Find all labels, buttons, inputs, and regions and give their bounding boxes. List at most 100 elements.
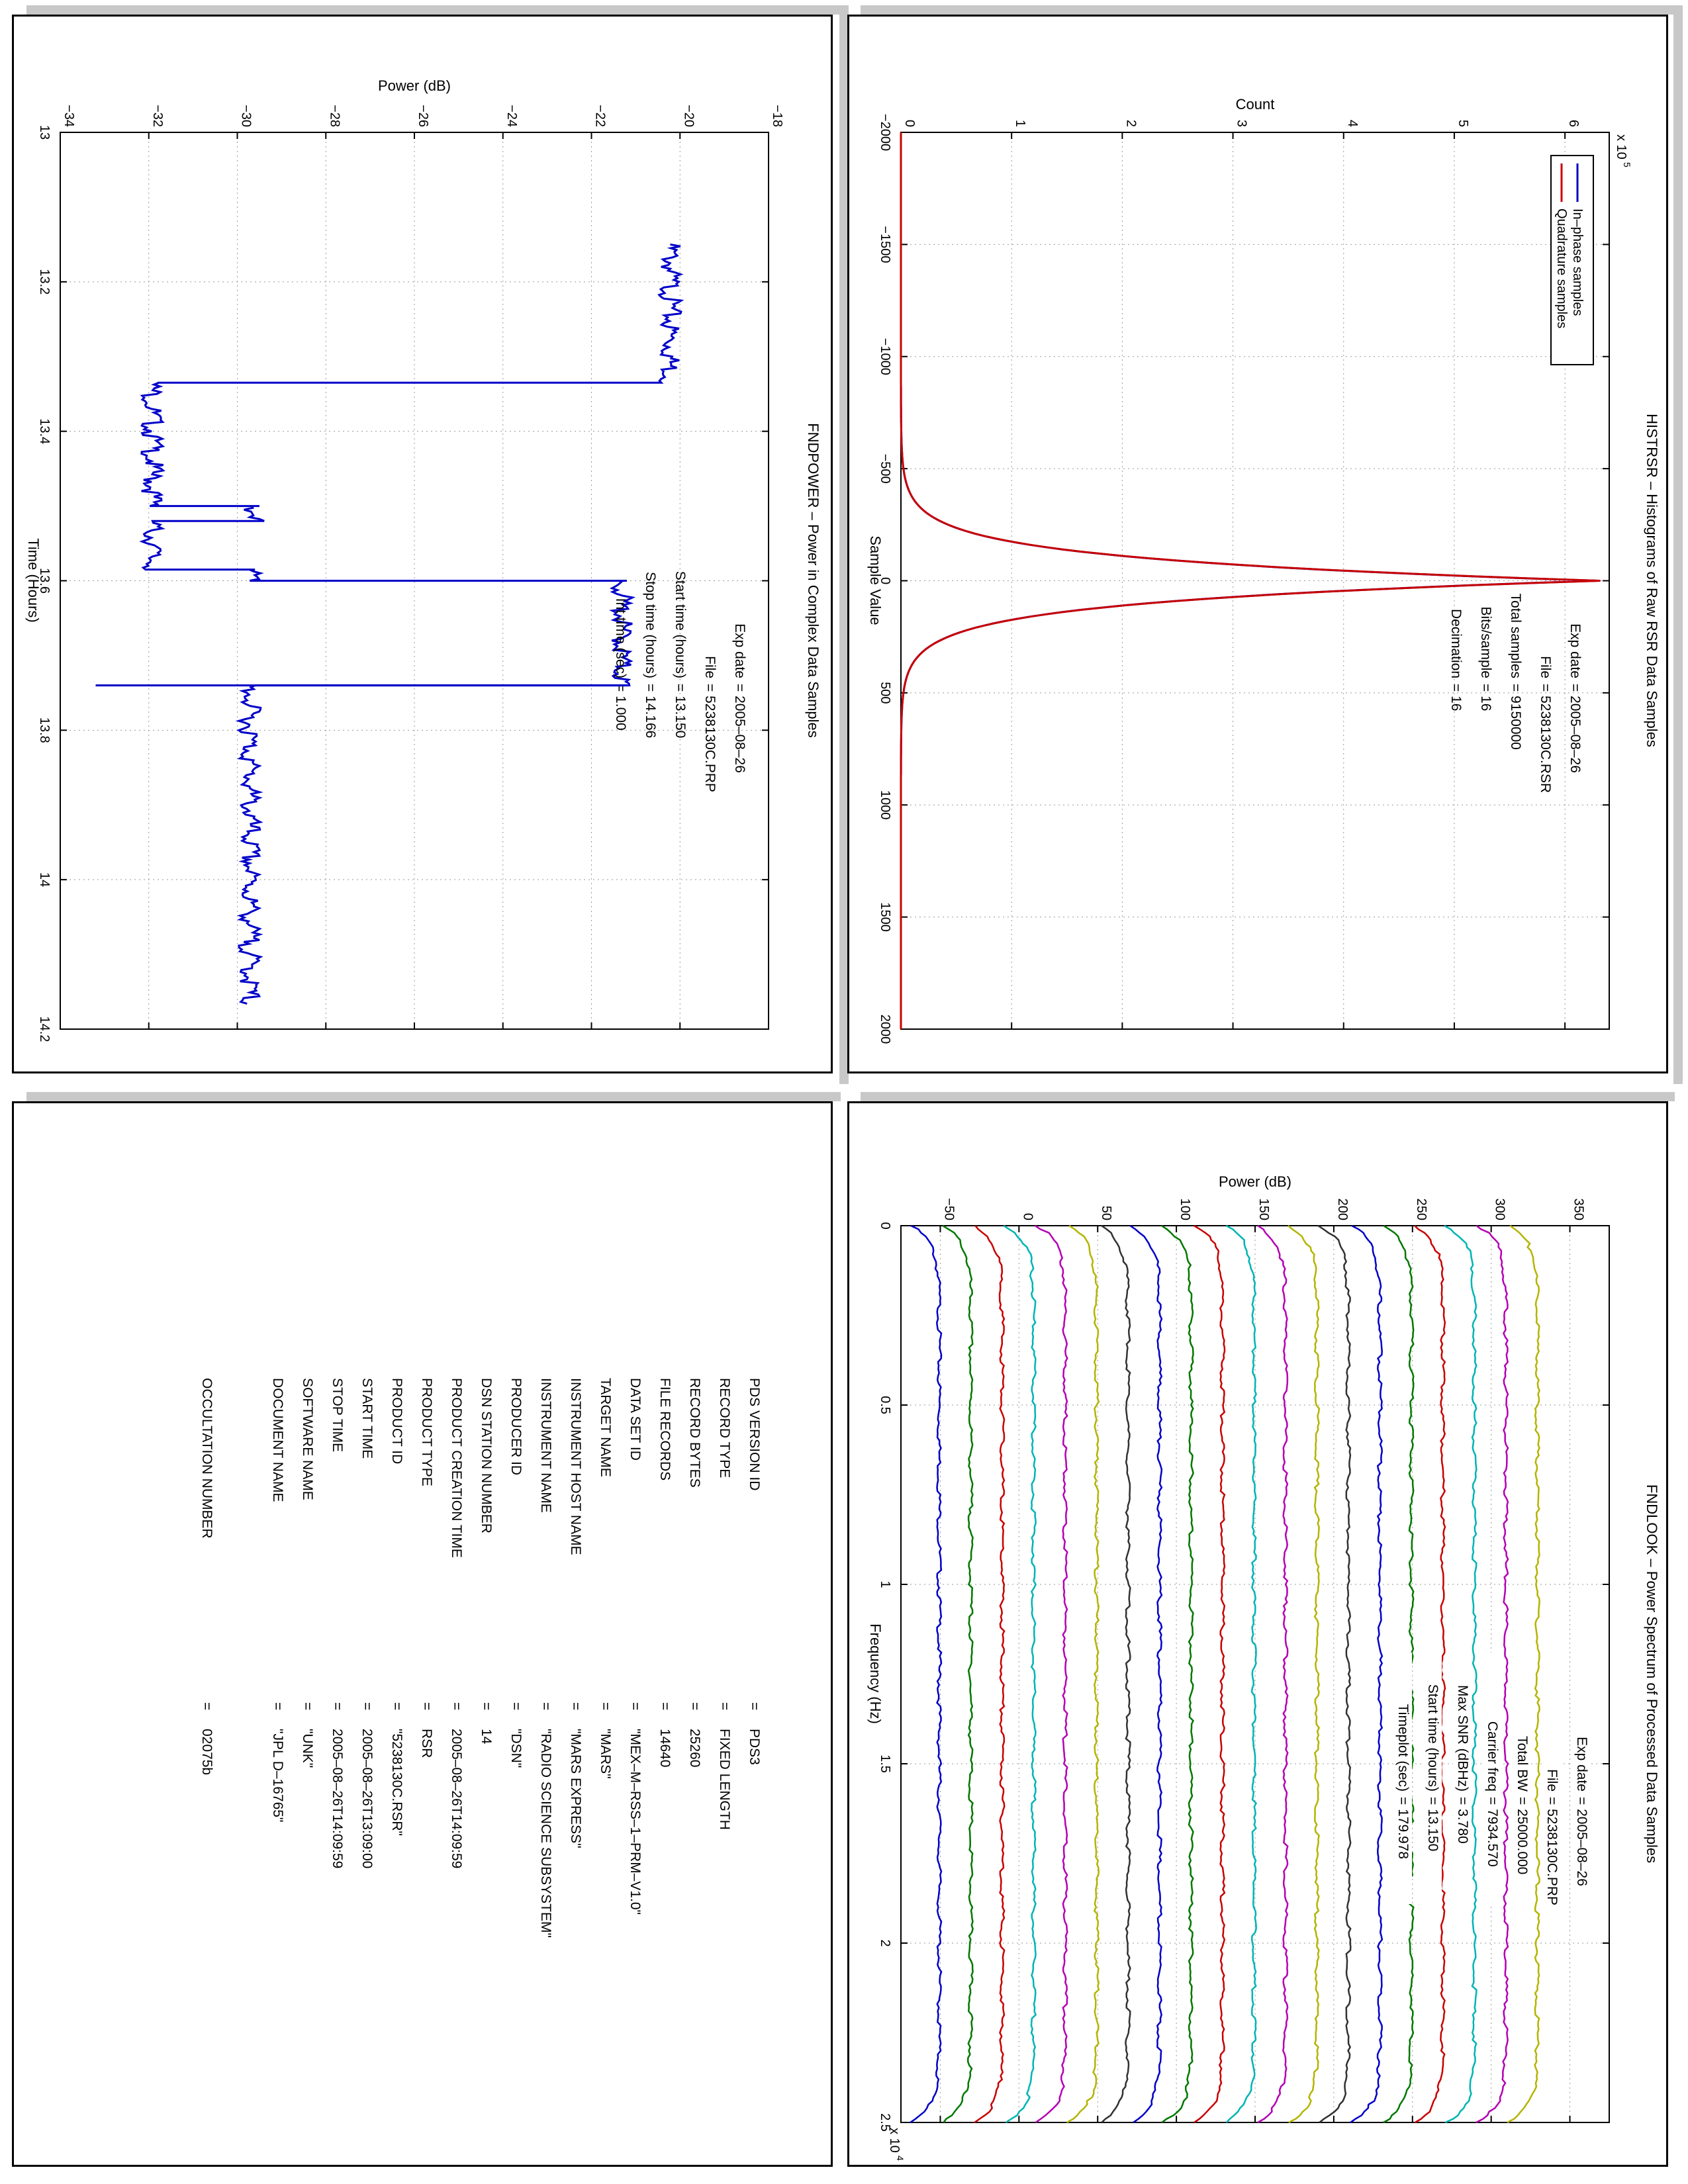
chart-title: HISTRSR – Histograms of Raw RSR Data Sam… <box>1644 414 1660 747</box>
x-tick-label: −2000 <box>878 114 892 151</box>
label-key: SOFTWARE NAME <box>300 1378 315 1500</box>
label-row: OCCULTATION NUMBER = 02075b <box>199 1378 214 1775</box>
legend-label-quadrature: Quadrature samples <box>1554 208 1569 328</box>
info-label: Decimation <box>1448 609 1464 678</box>
label-row: STOP TIME = 2005–08–26T14:09:59 <box>330 1378 345 1868</box>
y-tick-label: 200 <box>1335 1199 1350 1220</box>
x-tick-label: 2.5 <box>878 2113 892 2132</box>
info-label: File <box>1538 656 1553 678</box>
y-axis-label: Count <box>1236 96 1275 113</box>
label-value: "UNK" <box>300 1729 315 1768</box>
x-tick-label: 13.2 <box>37 269 52 295</box>
x-tick-label: −1500 <box>878 226 892 263</box>
label-row: DSN STATION NUMBER = 14 <box>479 1378 494 1745</box>
y-axis-label: Power (dB) <box>1219 1173 1291 1190</box>
x-tick-label: 13.6 <box>37 568 52 594</box>
label-equals: = <box>270 1702 285 1710</box>
label-row: PRODUCT CREATION TIME = 2005–08–26T14:09:5… <box>449 1378 464 1868</box>
x-tick-label: 0 <box>878 577 892 584</box>
x-tick-label: 0 <box>878 1222 892 1229</box>
histrsr-chart: −2000 −1500 −1000 −500 0 500 1000 1500 2000 0 1 2 3 4… <box>867 96 1660 1044</box>
spectrum-series-line <box>1035 1224 1068 2124</box>
label-key: DSN STATION NUMBER <box>479 1378 494 1533</box>
x-tick-label: 0.5 <box>878 1396 892 1414</box>
spectrum-series-line <box>1257 1224 1289 2124</box>
legend-label-in-phase: In–phase samples <box>1570 208 1585 316</box>
info-label: Start time (hours) <box>1425 1684 1440 1792</box>
info-value: = 5238130C.RSR <box>1538 684 1553 793</box>
x-tick-label: −1000 <box>878 338 892 375</box>
label-row: RECORD TYPE = FIXED LENGTH <box>717 1378 732 1830</box>
info-label: Exp date <box>1568 623 1583 678</box>
label-key: RECORD BYTES <box>687 1378 702 1488</box>
y-multiplier: x 10 <box>1614 134 1628 159</box>
y-tick-label: −22 <box>593 105 608 127</box>
x-tick-label: 13.8 <box>37 717 52 743</box>
info-value: = 1.000 <box>613 684 628 731</box>
y-tick-label: 250 <box>1414 1199 1429 1220</box>
spectrum-series-line <box>1225 1224 1258 2123</box>
spectrum-series-line <box>1414 1225 1446 2124</box>
y-tick-label: 2 <box>1123 120 1138 127</box>
label-equals: = <box>199 1702 214 1710</box>
label-equals: = <box>717 1702 732 1710</box>
y-tick-label: 300 <box>1493 1199 1507 1220</box>
label-value: 2005–08–26T14:09:59 <box>330 1729 345 1868</box>
x-tick-label: 13.4 <box>37 418 52 444</box>
info-value: = 2005–08–26 <box>1574 1797 1589 1886</box>
spectrum-series-line <box>1194 1224 1226 2124</box>
label-value: "5238130C.RSR" <box>389 1729 404 1836</box>
info-label: File <box>702 656 718 678</box>
label-value: 14640 <box>657 1729 673 1767</box>
spectrum-series-line <box>1161 1224 1195 2123</box>
spectrum-series-line <box>1444 1224 1477 2124</box>
info-label: Exp date <box>1574 1737 1589 1792</box>
label-row: DATA SET ID = "MEX–M–RSS–1–PRM–V1.0" <box>628 1378 643 1915</box>
y-multiplier-exponent: 5 <box>1622 162 1632 167</box>
y-tick-label: 350 <box>1571 1199 1586 1220</box>
label-equals: = <box>598 1702 613 1710</box>
label-row: START TIME = 2005–08–26T13:09:00 <box>359 1378 375 1868</box>
label-row: RECORD BYTES = 25260 <box>687 1378 702 1767</box>
label-key: PRODUCT ID <box>389 1378 404 1464</box>
label-equals: = <box>389 1702 404 1710</box>
label-value: RSR <box>419 1729 434 1758</box>
label-value: "MEX–M–RSS–1–PRM–V1.0" <box>628 1729 643 1915</box>
pds-label-list: PDS VERSION ID = PDS3 RECORD TYPE = FIXED LEN… <box>199 1378 762 1938</box>
info-value: = 13.150 <box>673 684 688 738</box>
label-key: FILE RECORDS <box>657 1378 673 1480</box>
label-key: STOP TIME <box>330 1378 345 1452</box>
label-value: "JPL D–16765" <box>270 1729 285 1822</box>
info-value: = 9150000 <box>1508 684 1523 750</box>
y-tick-label: −18 <box>770 105 784 127</box>
info-value: = 5238130C.PRP <box>1544 1797 1560 1905</box>
info-label: Total samples <box>1508 594 1523 678</box>
spectrum-series-line <box>974 1225 1006 2124</box>
label-key: PDS VERSION ID <box>747 1378 762 1490</box>
y-tick-label: −20 <box>681 105 696 127</box>
spectrum-series-line <box>1476 1225 1509 2124</box>
info-value: = 179.978 <box>1395 1797 1411 1859</box>
info-block: Exp date= 2005–08–26 File= 5238130C.PRP … <box>1393 1653 1591 1905</box>
spectrum-series-line <box>1288 1225 1321 2124</box>
legend: In–phase samples Quadrature samples <box>1550 155 1594 365</box>
label-value: "MARS" <box>598 1729 613 1779</box>
label-key: TARGET NAME <box>598 1378 613 1477</box>
quadrature-series-line <box>900 132 1601 1029</box>
info-value: = 3.780 <box>1455 1797 1470 1844</box>
label-equals: = <box>538 1702 553 1710</box>
spectrum-series-line <box>1101 1224 1131 2123</box>
y-tick-label: 6 <box>1566 120 1581 127</box>
label-equals: = <box>479 1702 494 1710</box>
info-label: Int time (sec) <box>613 598 628 678</box>
label-equals: = <box>508 1702 524 1710</box>
label-value: 2005–08–26T13:09:00 <box>359 1729 375 1868</box>
x-tick-label: 500 <box>878 682 892 704</box>
info-label: Start time (hours) <box>673 571 688 678</box>
info-value: = 5238130C.PRP <box>702 684 718 792</box>
info-label: Bits/sample <box>1478 606 1493 678</box>
label-equals: = <box>687 1702 702 1710</box>
x-tick-label: 1500 <box>878 902 892 932</box>
label-equals: = <box>330 1702 345 1710</box>
info-value: = 14.166 <box>643 684 658 738</box>
